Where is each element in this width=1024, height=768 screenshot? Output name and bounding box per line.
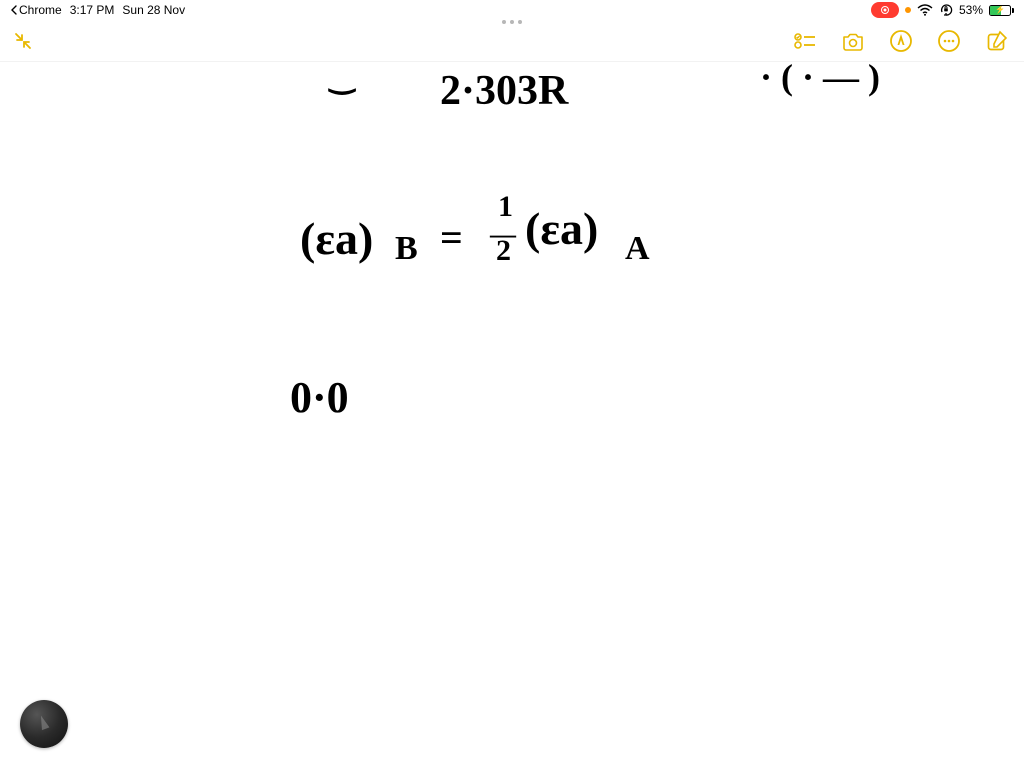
camera-icon[interactable] <box>840 28 866 54</box>
handwriting-line3: 0·0 <box>290 372 349 423</box>
handwriting-line1: 2·303R <box>440 67 568 115</box>
battery-icon: ⚡ <box>989 5 1014 16</box>
chevron-left-icon <box>10 5 17 15</box>
eq-right-subscript: A <box>625 230 650 268</box>
markup-icon[interactable] <box>888 28 914 54</box>
status-time: 3:17 PM <box>70 3 115 17</box>
pen-tip-icon <box>37 714 49 730</box>
screen-recording-indicator[interactable] <box>871 2 899 18</box>
battery-percent: 53% <box>959 3 983 17</box>
eq-frac-num: 1 <box>498 190 513 224</box>
status-date: Sun 28 Nov <box>122 3 185 17</box>
window-grabber-icon[interactable] <box>502 20 522 24</box>
handwriting-fragment-right: · ( · — ) <box>760 56 880 98</box>
pen-tool-indicator[interactable] <box>20 700 68 748</box>
rotation-lock-icon <box>939 3 953 17</box>
eq-frac-den: 2 <box>496 234 511 268</box>
back-app-label: Chrome <box>19 3 62 17</box>
record-icon <box>881 6 889 14</box>
more-icon[interactable] <box>936 28 962 54</box>
status-right: 53% ⚡ <box>871 2 1014 18</box>
checklist-icon[interactable] <box>792 28 818 54</box>
eq-left-subscript: B <box>395 230 418 268</box>
eq-right-paren: (εa) <box>525 202 598 255</box>
eq-left-paren: (εa) <box>300 212 373 265</box>
status-bar: Chrome 3:17 PM Sun 28 Nov 53% ⚡ <box>0 0 1024 20</box>
collapse-icon[interactable] <box>10 28 36 54</box>
handwriting-fragment-left: ‿ <box>330 60 354 95</box>
status-left: Chrome 3:17 PM Sun 28 Nov <box>10 3 185 17</box>
back-to-app[interactable]: Chrome <box>10 3 62 17</box>
mic-in-use-dot-icon <box>905 7 911 13</box>
eq-equals: = <box>440 214 463 261</box>
wifi-icon <box>917 4 933 16</box>
compose-icon[interactable] <box>984 28 1010 54</box>
drawing-canvas[interactable]: ‿ 2·303R · ( · — ) (εa) B = 1 — 2 (εa) A… <box>0 62 1024 768</box>
